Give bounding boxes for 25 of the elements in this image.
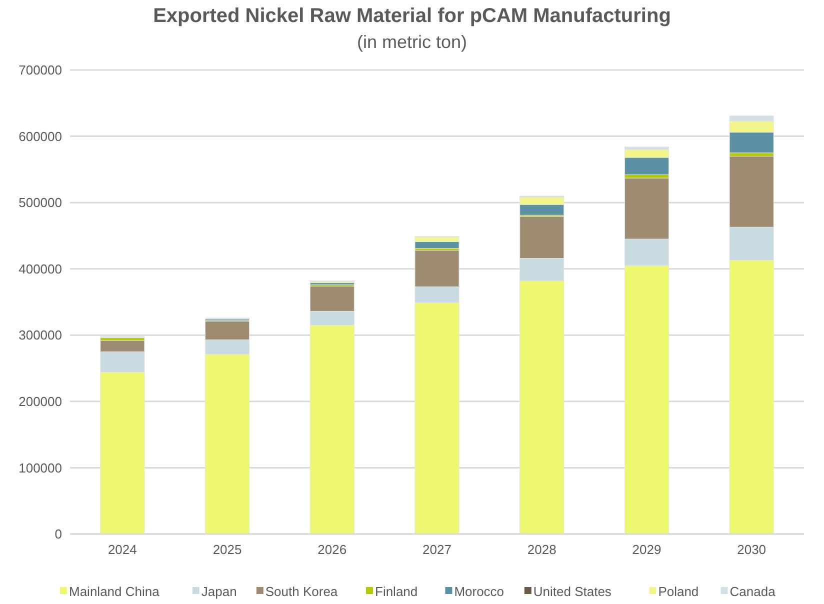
legend-label: Poland [658, 584, 699, 599]
chart-title: Exported Nickel Raw Material for pCAM Manufacturing [153, 5, 671, 27]
x-tick-label: 2030 [737, 542, 766, 557]
y-tick-label: 300000 [18, 328, 62, 343]
x-tick-label: 2026 [318, 542, 347, 557]
y-tick-label: 200000 [18, 394, 62, 409]
y-tick-label: 0 [54, 526, 62, 542]
x-tick-label: 2027 [422, 542, 452, 557]
legend-label: Morocco [454, 584, 504, 599]
legend-label: Canada [730, 584, 776, 599]
legend-label: South Korea [265, 584, 338, 599]
legend-label: Finland [375, 584, 418, 599]
chart-subtitle: (in metric ton) [356, 32, 468, 52]
y-tick-label: 100000 [18, 460, 62, 476]
x-tick-label: 2028 [527, 542, 556, 557]
y-tick-label: 400000 [18, 261, 62, 276]
legend-label: Mainland China [69, 584, 160, 599]
x-tick-label: 2029 [632, 542, 662, 557]
x-tick-label: 2024 [108, 542, 137, 557]
y-tick-label: 500000 [18, 195, 62, 210]
legend-label: Japan [201, 584, 237, 599]
legend-label: United States [533, 584, 612, 599]
y-tick-label: 700000 [18, 62, 62, 78]
x-tick-label: 2025 [212, 542, 242, 557]
y-tick-label: 600000 [18, 128, 62, 144]
